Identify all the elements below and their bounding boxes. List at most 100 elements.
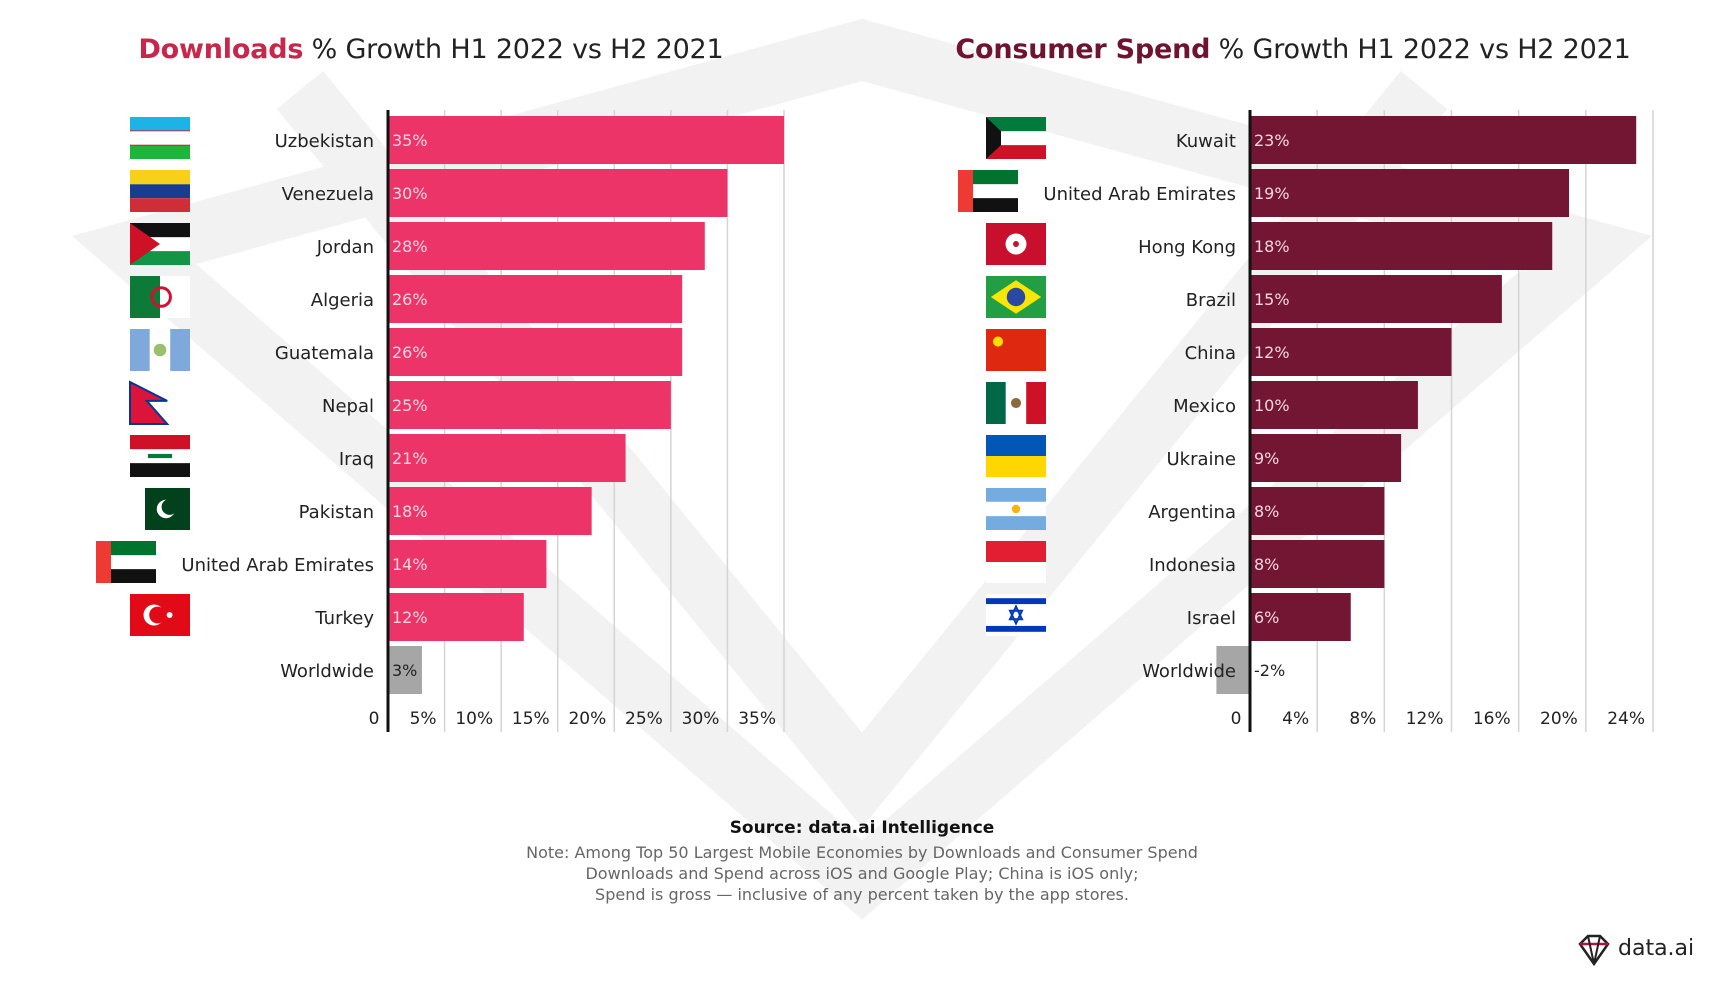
tick-label: 20% [568, 709, 606, 729]
category-label: Guatemala [275, 343, 374, 364]
tick-label: 16% [1473, 709, 1511, 729]
data-label: 23% [1254, 131, 1290, 150]
category-label: Mexico [1173, 396, 1236, 417]
category-label: Iraq [339, 449, 374, 470]
israel-flag [986, 594, 1046, 636]
tick-label: 20% [1540, 709, 1578, 729]
data-ai-logo[interactable]: data.ai [1574, 930, 1694, 970]
diamond-logo-icon [1578, 934, 1610, 967]
data-label: 10% [1254, 396, 1290, 415]
category-label: Turkey [314, 608, 374, 629]
mexico-flag [986, 382, 1046, 424]
data-label: -2% [1254, 661, 1285, 680]
tick-label: 5% [410, 709, 437, 729]
bar [388, 116, 784, 164]
bar [388, 646, 422, 694]
tick-label: 24% [1607, 709, 1645, 729]
bar [388, 328, 683, 376]
algeria-flag [130, 276, 190, 318]
spend-chart-title: Consumer Spend % Growth H1 2022 vs H2 20… [862, 34, 1724, 65]
bar [1250, 275, 1502, 323]
china-flag [986, 329, 1046, 371]
category-label: United Arab Emirates [181, 555, 374, 576]
bar [1250, 116, 1637, 164]
data-label: 14% [392, 555, 428, 574]
category-label: Hong Kong [1138, 237, 1236, 258]
spend-title-highlight: Consumer Spend [955, 34, 1211, 65]
tick-label: 25% [625, 709, 663, 729]
downloads-bar-plot: 35% Uzbekistan 30% Venezuela 28% Jordan 26% Alg… [96, 110, 785, 732]
data-label: 6% [1254, 608, 1279, 627]
argentina-flag [986, 488, 1046, 530]
data-label: 28% [392, 237, 428, 256]
bar [1250, 222, 1553, 270]
category-label: Worldwide [280, 661, 374, 682]
bar [388, 434, 626, 482]
nepal-flag [129, 380, 170, 425]
data-label: 25% [392, 396, 428, 415]
category-label: Uzbekistan [275, 131, 374, 152]
data-label: 30% [392, 184, 428, 203]
data-label: 18% [392, 502, 428, 521]
data-label: 21% [392, 449, 428, 468]
downloads-title-highlight: Downloads [138, 34, 304, 65]
note-line: Downloads and Spend across iOS and Googl… [585, 864, 1139, 883]
venezuela-flag [130, 170, 190, 212]
ukraine-flag [986, 435, 1046, 477]
data-label: 15% [1254, 290, 1290, 309]
downloads-title-rest: % Growth H1 2022 vs H2 2021 [303, 34, 724, 65]
note-line: Note: Among Top 50 Largest Mobile Econom… [526, 843, 1198, 862]
bar [1250, 593, 1351, 641]
tick-label: 4% [1282, 709, 1309, 729]
category-label: Jordan [316, 237, 374, 258]
jordan-flag [130, 223, 190, 265]
bar [1216, 646, 1250, 694]
bar [388, 275, 683, 323]
kuwait-flag [986, 117, 1046, 159]
logo-text: data.ai [1618, 936, 1695, 961]
bar [388, 381, 671, 429]
tick-label: 8% [1349, 709, 1376, 729]
bar [1250, 487, 1385, 535]
tick-label: 0 [369, 709, 380, 729]
category-label: Indonesia [1149, 555, 1236, 576]
bar [1250, 540, 1385, 588]
data-label: 35% [392, 131, 428, 150]
category-label: United Arab Emirates [1043, 184, 1236, 205]
data-label: 8% [1254, 502, 1279, 521]
category-label: China [1185, 343, 1236, 364]
downloads-chart: Downloads % Growth H1 2022 vs H2 2021 35… [0, 0, 862, 760]
uae-flag [958, 170, 1018, 212]
iraq-flag [130, 435, 190, 477]
data-label: 12% [392, 608, 428, 627]
brazil-flag [986, 276, 1046, 318]
data-label: 12% [1254, 343, 1290, 362]
tick-label: 35% [738, 709, 776, 729]
guatemala-flag [130, 329, 190, 371]
source-block: Source: data.ai Intelligence Note: Among… [0, 818, 1724, 905]
turkey-flag [130, 594, 190, 636]
bar [1250, 169, 1570, 217]
tick-label: 10% [455, 709, 493, 729]
data-label: 8% [1254, 555, 1279, 574]
uae-flag [96, 541, 156, 583]
pakistan-flag [130, 488, 190, 530]
category-label: Venezuela [282, 184, 374, 205]
bar [388, 222, 705, 270]
category-label: Pakistan [299, 502, 374, 523]
bar [1250, 328, 1452, 376]
source-title: Source: data.ai Intelligence [729, 818, 995, 838]
category-label: Nepal [322, 396, 374, 417]
data-label: 18% [1254, 237, 1290, 256]
category-label: Algeria [311, 290, 374, 311]
data-label: 3% [392, 661, 417, 680]
data-label: 9% [1254, 449, 1279, 468]
note-line: Spend is gross — inclusive of any percen… [595, 885, 1129, 904]
category-label: Worldwide [1142, 661, 1236, 682]
uzbekistan-flag [130, 117, 190, 159]
category-label: Ukraine [1166, 449, 1236, 470]
data-label: 26% [392, 343, 428, 362]
indonesia-flag [986, 541, 1046, 583]
category-label: Argentina [1148, 502, 1236, 523]
bar [388, 593, 524, 641]
